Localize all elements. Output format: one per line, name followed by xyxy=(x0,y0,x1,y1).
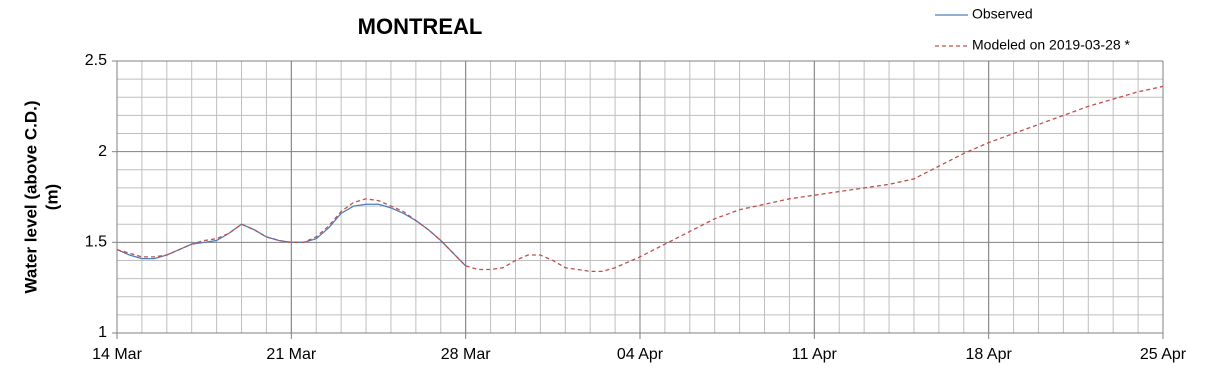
y-axis-label-line: Water level (above C.D.) xyxy=(21,100,40,293)
x-tick-label: 14 Mar xyxy=(92,346,142,363)
series-line xyxy=(116,85,1164,272)
series-line xyxy=(116,203,467,267)
x-tick-label: 25 Apr xyxy=(1140,346,1187,363)
x-tick-label: 04 Apr xyxy=(617,346,664,363)
x-tick-label: 18 Apr xyxy=(966,346,1013,363)
y-axis-label: Water level (above C.D.) (m) xyxy=(21,100,61,293)
legend-label: Modeled on 2019-03-28 * xyxy=(972,37,1131,53)
y-tick-label: 2 xyxy=(98,143,107,160)
x-tick-label: 28 Mar xyxy=(441,346,491,363)
chart-title: MONTREAL xyxy=(358,14,483,39)
legend-label: Observed xyxy=(972,6,1033,22)
y-tick-label: 1.5 xyxy=(85,234,107,251)
x-tick-label: 11 Apr xyxy=(792,346,838,363)
x-tick-label: 21 Mar xyxy=(266,346,316,363)
y-axis-label-line: (m) xyxy=(42,184,61,210)
y-tick-label: 1 xyxy=(98,324,107,341)
y-tick-label: 2.5 xyxy=(85,52,107,69)
